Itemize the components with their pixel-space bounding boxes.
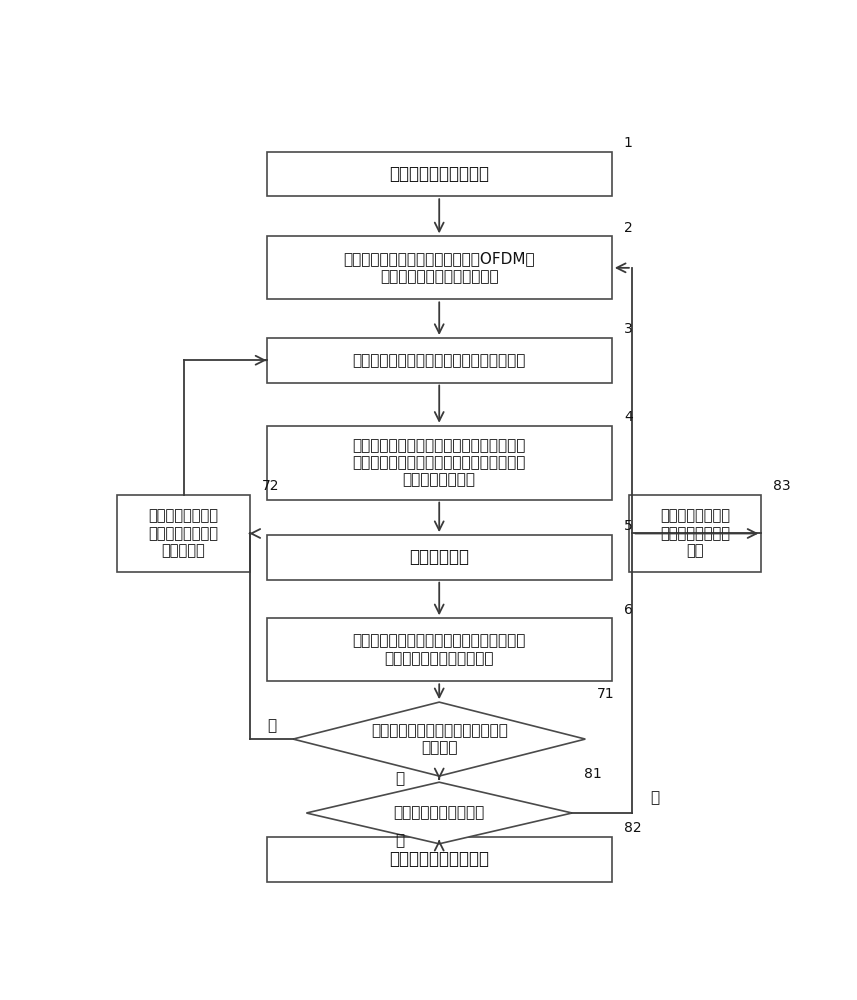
Text: 从接收信号的同步位置后提取每个数据符号: 从接收信号的同步位置后提取每个数据符号 [352,353,526,368]
Text: 对解码后的发送信
号执行信道编码、
交织和调制: 对解码后的发送信 号执行信道编码、 交织和调制 [148,509,219,558]
Text: 预设迭代循环次数阈值: 预设迭代循环次数阈值 [389,165,489,183]
Text: 输出解码后的发送信号: 输出解码后的发送信号 [389,850,489,868]
Text: 迭代循环前后算法收敛: 迭代循环前后算法收敛 [393,806,485,820]
Text: 执行信道的解调制、解交织和解码，得到发
送信号，更新循环次数计数: 执行信道的解调制、解交织和解码，得到发 送信号，更新循环次数计数 [352,634,526,666]
Text: 71: 71 [597,687,615,701]
FancyBboxPatch shape [267,618,612,681]
Text: 采用长、短前导码对接收信号进行OFDM同
步，并预设循环次数计数初值: 采用长、短前导码对接收信号进行OFDM同 步，并预设循环次数计数初值 [344,252,535,284]
Polygon shape [293,702,585,776]
Text: 5: 5 [624,519,632,533]
FancyBboxPatch shape [117,495,250,572]
Text: 调整同步位置，并
预设循环次数计数
初值: 调整同步位置，并 预设循环次数计数 初值 [660,509,730,558]
Text: 1: 1 [624,136,632,150]
Text: 执行信道均衡: 执行信道均衡 [409,548,470,566]
FancyBboxPatch shape [267,837,612,882]
Text: 2: 2 [624,221,632,235]
Text: 是: 是 [267,718,277,733]
Text: 根据提取的每个数据符号中的导频进行基扩
展模型的系数估计，之后计算时域相应数据
符号的信道估计值: 根据提取的每个数据符号中的导频进行基扩 展模型的系数估计，之后计算时域相应数据 … [352,438,526,488]
Text: 否: 否 [650,790,660,805]
Text: 81: 81 [584,767,602,781]
Text: 82: 82 [624,821,642,835]
Text: 否: 否 [395,772,404,787]
FancyBboxPatch shape [267,535,612,580]
Polygon shape [307,782,572,844]
FancyBboxPatch shape [628,495,761,572]
Text: 是: 是 [395,833,404,848]
FancyBboxPatch shape [267,236,612,299]
Text: 4: 4 [624,410,632,424]
Text: 6: 6 [624,603,632,617]
FancyBboxPatch shape [267,426,612,500]
Text: 3: 3 [624,322,632,336]
FancyBboxPatch shape [267,152,612,196]
Text: 72: 72 [262,479,279,493]
Text: 循环次数计数小于预设的迭代循环
次数阈值: 循环次数计数小于预设的迭代循环 次数阈值 [371,723,507,755]
Text: 83: 83 [773,479,791,493]
FancyBboxPatch shape [267,338,612,383]
